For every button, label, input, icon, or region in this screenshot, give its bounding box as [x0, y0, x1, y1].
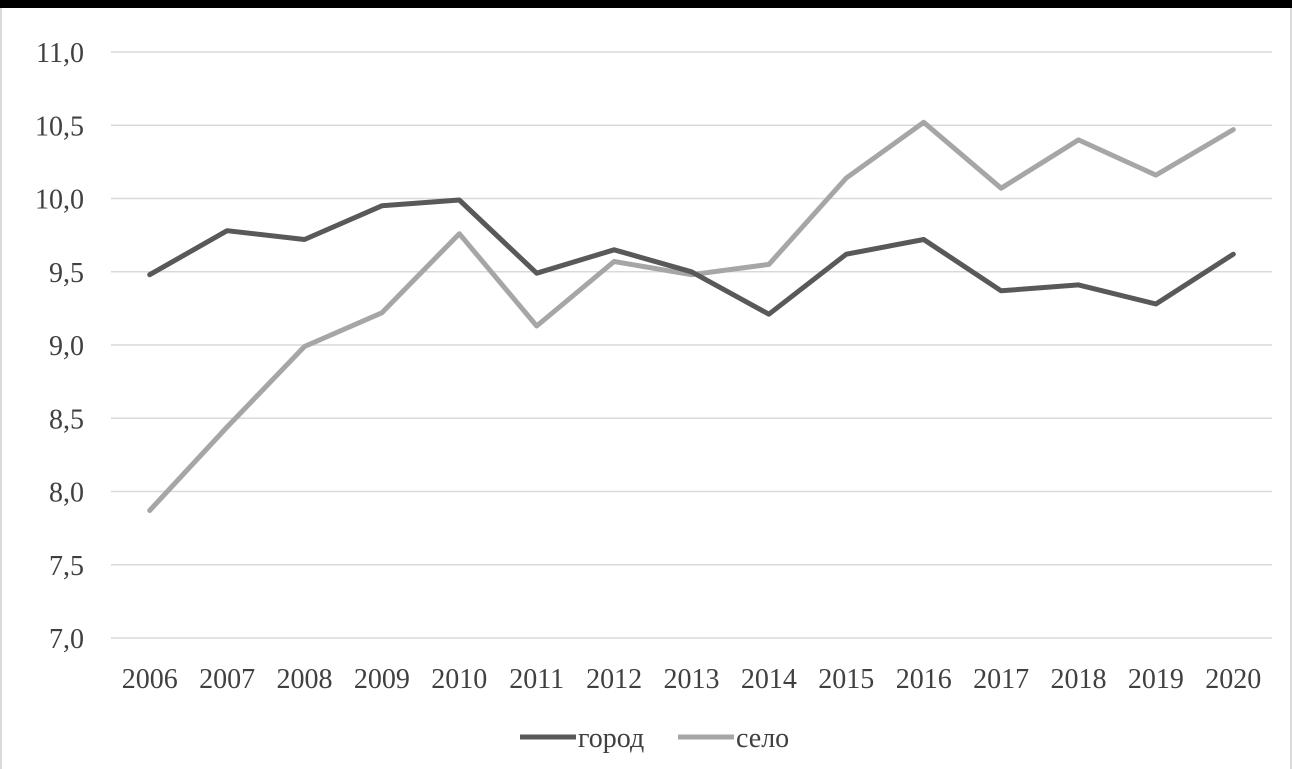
- y-tick-label: 9,5: [49, 258, 84, 289]
- legend-item-gorod: город: [520, 723, 644, 754]
- gridlines: [111, 51, 1272, 639]
- x-tick-label: 2010: [431, 664, 487, 695]
- top-border: [0, 0, 1292, 8]
- x-tick-label: 2012: [586, 664, 642, 695]
- x-tick-label: 2011: [509, 664, 564, 695]
- legend-item-selo: село: [678, 723, 789, 754]
- y-tick-label: 7,5: [49, 551, 84, 582]
- x-tick-label: 2006: [122, 664, 178, 695]
- y-tick-label: 11,0: [36, 38, 84, 69]
- x-tick-label: 2013: [664, 664, 720, 695]
- x-tick-label: 2016: [896, 664, 952, 695]
- x-tick-label: 2019: [1128, 664, 1184, 695]
- y-tick-label: 10,0: [35, 185, 84, 216]
- x-tick-label: 2014: [741, 664, 797, 695]
- y-tick-label: 8,5: [49, 404, 84, 435]
- x-tick-label: 2009: [354, 664, 410, 695]
- legend-label-selo: село: [736, 723, 789, 754]
- legend-label-gorod: город: [578, 723, 644, 754]
- x-tick-label: 2017: [973, 664, 1029, 695]
- x-tick-label: 2008: [277, 664, 333, 695]
- x-tick-label: 2020: [1205, 664, 1261, 695]
- x-axis-tick-labels: 2006 2007 2008 2009 2010 2011 2012 2013 2014 2015…: [122, 664, 1262, 695]
- series-line-selo: [147, 119, 1236, 513]
- y-tick-label: 10,5: [35, 111, 84, 142]
- y-tick-label: 8,0: [49, 478, 84, 509]
- y-tick-label: 7,0: [49, 624, 84, 655]
- x-tick-label: 2018: [1051, 664, 1107, 695]
- x-tick-label: 2007: [199, 664, 255, 695]
- y-axis-tick-labels: 7,0 7,5 8,0 8,5 9,0 9,5 10,0 10,5 11,0: [35, 38, 84, 655]
- series-lines: [147, 119, 1236, 513]
- series-line-gorod: [147, 197, 1236, 317]
- y-tick-label: 9,0: [49, 331, 84, 362]
- legend: город село: [520, 723, 789, 754]
- x-tick-label: 2015: [818, 664, 874, 695]
